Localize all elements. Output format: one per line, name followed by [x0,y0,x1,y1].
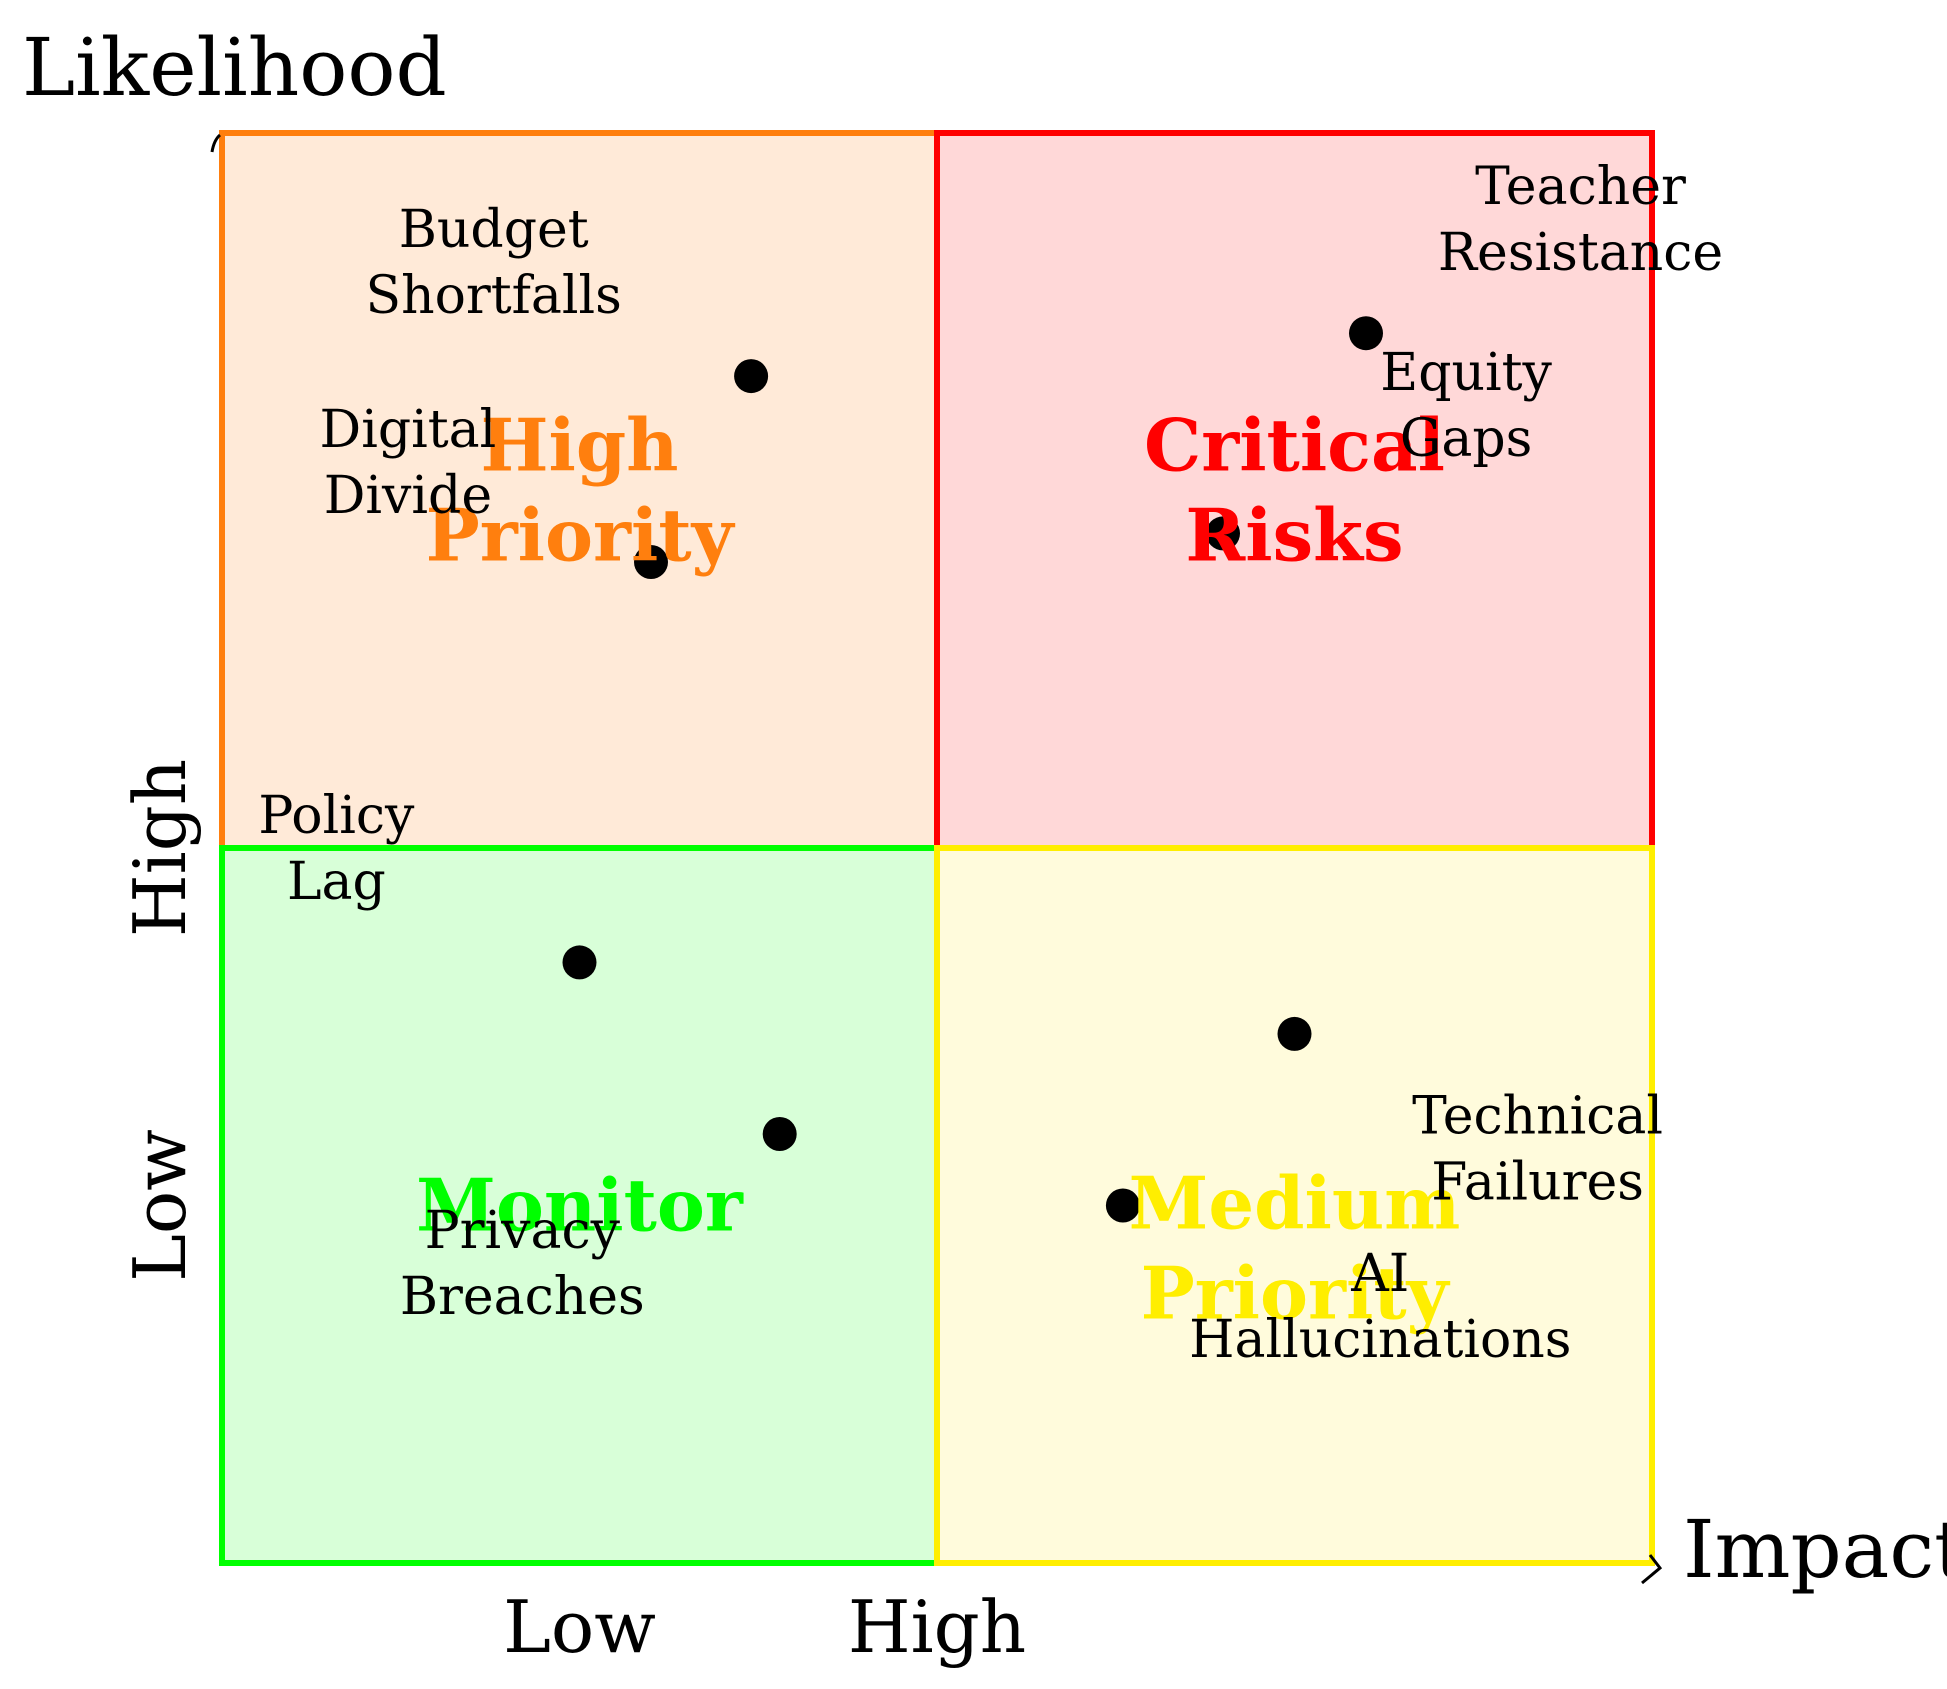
quadrant-0 [219,130,940,851]
data-point [1349,316,1383,351]
point-label-line: Equity [1380,343,1552,403]
data-point [762,1117,797,1151]
x-tick-label: High [848,1585,1026,1669]
point-label-line: AI [1350,1244,1409,1304]
point-label-line: Hallucinations [1189,1310,1571,1370]
quadrant-layer [219,130,1655,1566]
point-label-line: Gaps [1400,409,1533,469]
y-axis-arrowhead [210,133,222,153]
quadrant-label-2-line: Monitor [416,1163,744,1248]
y-axis-label: Likelihood [22,21,447,114]
data-point [634,545,668,579]
point-label: AI Hallucinations [1189,1244,1571,1370]
point-label: Privacy Breaches [400,1201,645,1327]
point-layer [562,316,1383,1223]
point-label-line: Policy [258,786,415,846]
x-tick-label: Low [503,1585,656,1669]
quadrant-label-1-line: Risks [1185,493,1403,578]
quadrant-label-0-line: Priority [426,493,736,578]
point-label-line: Budget [399,200,589,260]
point-label: Teacher Resistance [1438,157,1723,283]
point-label-line: Divide [324,466,492,526]
point-label-line: Digital [320,400,497,460]
point-label: Equity Gaps [1380,343,1552,469]
quadrant-label-1: Critical Risks [1144,403,1445,578]
point-label: Technical Failures [1412,1087,1663,1213]
point-label-line: Privacy [425,1201,621,1261]
quadrant-label-0-line: High [480,403,678,488]
data-point [1277,1016,1312,1051]
point-label: Digital Divide [320,400,497,526]
x-axis-arrowhead [1641,1554,1663,1585]
quadrant-label-0: High Priority [426,403,736,578]
point-label-line: Breaches [400,1267,645,1327]
data-point [1206,516,1240,551]
data-point [1105,1188,1140,1223]
point-label-line: Resistance [1438,223,1723,283]
point-label-line: Failures [1431,1153,1644,1213]
quadrant-label-3-line: Medium [1129,1161,1461,1246]
data-point [734,359,769,394]
point-label-line: Lag [287,852,386,912]
point-label-line: Shortfalls [366,266,622,326]
point-label: Budget Shortfalls [366,200,622,326]
quadrant-1 [934,130,1655,851]
quadrant-3 [934,845,1655,1566]
quadrant-label-2: Monitor [416,1163,744,1248]
quadrant-label-3-line: Priority [1141,1251,1451,1336]
x-axis-label: Impact [1683,1503,1947,1596]
y-tick-label: High [118,759,202,937]
point-label: Policy Lag [258,786,415,912]
quadrant-label-3: Medium Priority [1129,1161,1461,1336]
quadrant-label-1-line: Critical [1144,403,1445,488]
point-label-line: Technical [1412,1087,1663,1147]
axis-layer: Likelihood Impact [22,21,1947,1596]
point-label-line: Teacher [1475,157,1686,217]
tick-layer: Low High Low High [118,759,1026,1669]
y-tick-label: Low [118,1129,202,1282]
data-point [562,945,597,980]
